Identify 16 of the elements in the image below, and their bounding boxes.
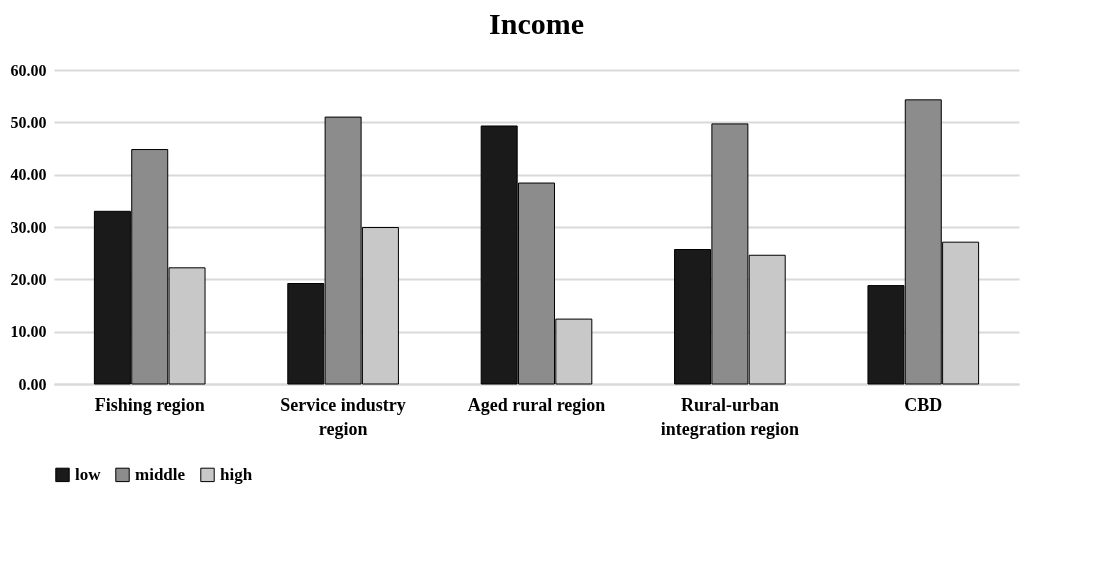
x-tick-label: Rural-urban integration region	[660, 394, 799, 439]
y-tick-label: 50.00	[10, 113, 47, 131]
y-tick-label: 0.00	[18, 375, 47, 393]
x-tick-label: Service industry region	[280, 394, 406, 439]
x-tick-label: Fishing region	[94, 394, 205, 415]
legend-label: low	[75, 464, 102, 484]
y-tick-label: 10.00	[10, 323, 47, 341]
y-tick-label: 40.00	[10, 166, 47, 184]
legend-label: middle	[135, 464, 186, 484]
chart-title: Income	[489, 7, 584, 40]
x-tick-label: Aged rural region	[467, 394, 606, 415]
x-tick-label: CBD	[904, 394, 943, 415]
legend-label: high	[220, 464, 253, 484]
y-tick-label: 30.00	[10, 218, 47, 236]
y-tick-label: 60.00	[10, 61, 47, 79]
y-tick-label: 20.00	[10, 270, 47, 288]
